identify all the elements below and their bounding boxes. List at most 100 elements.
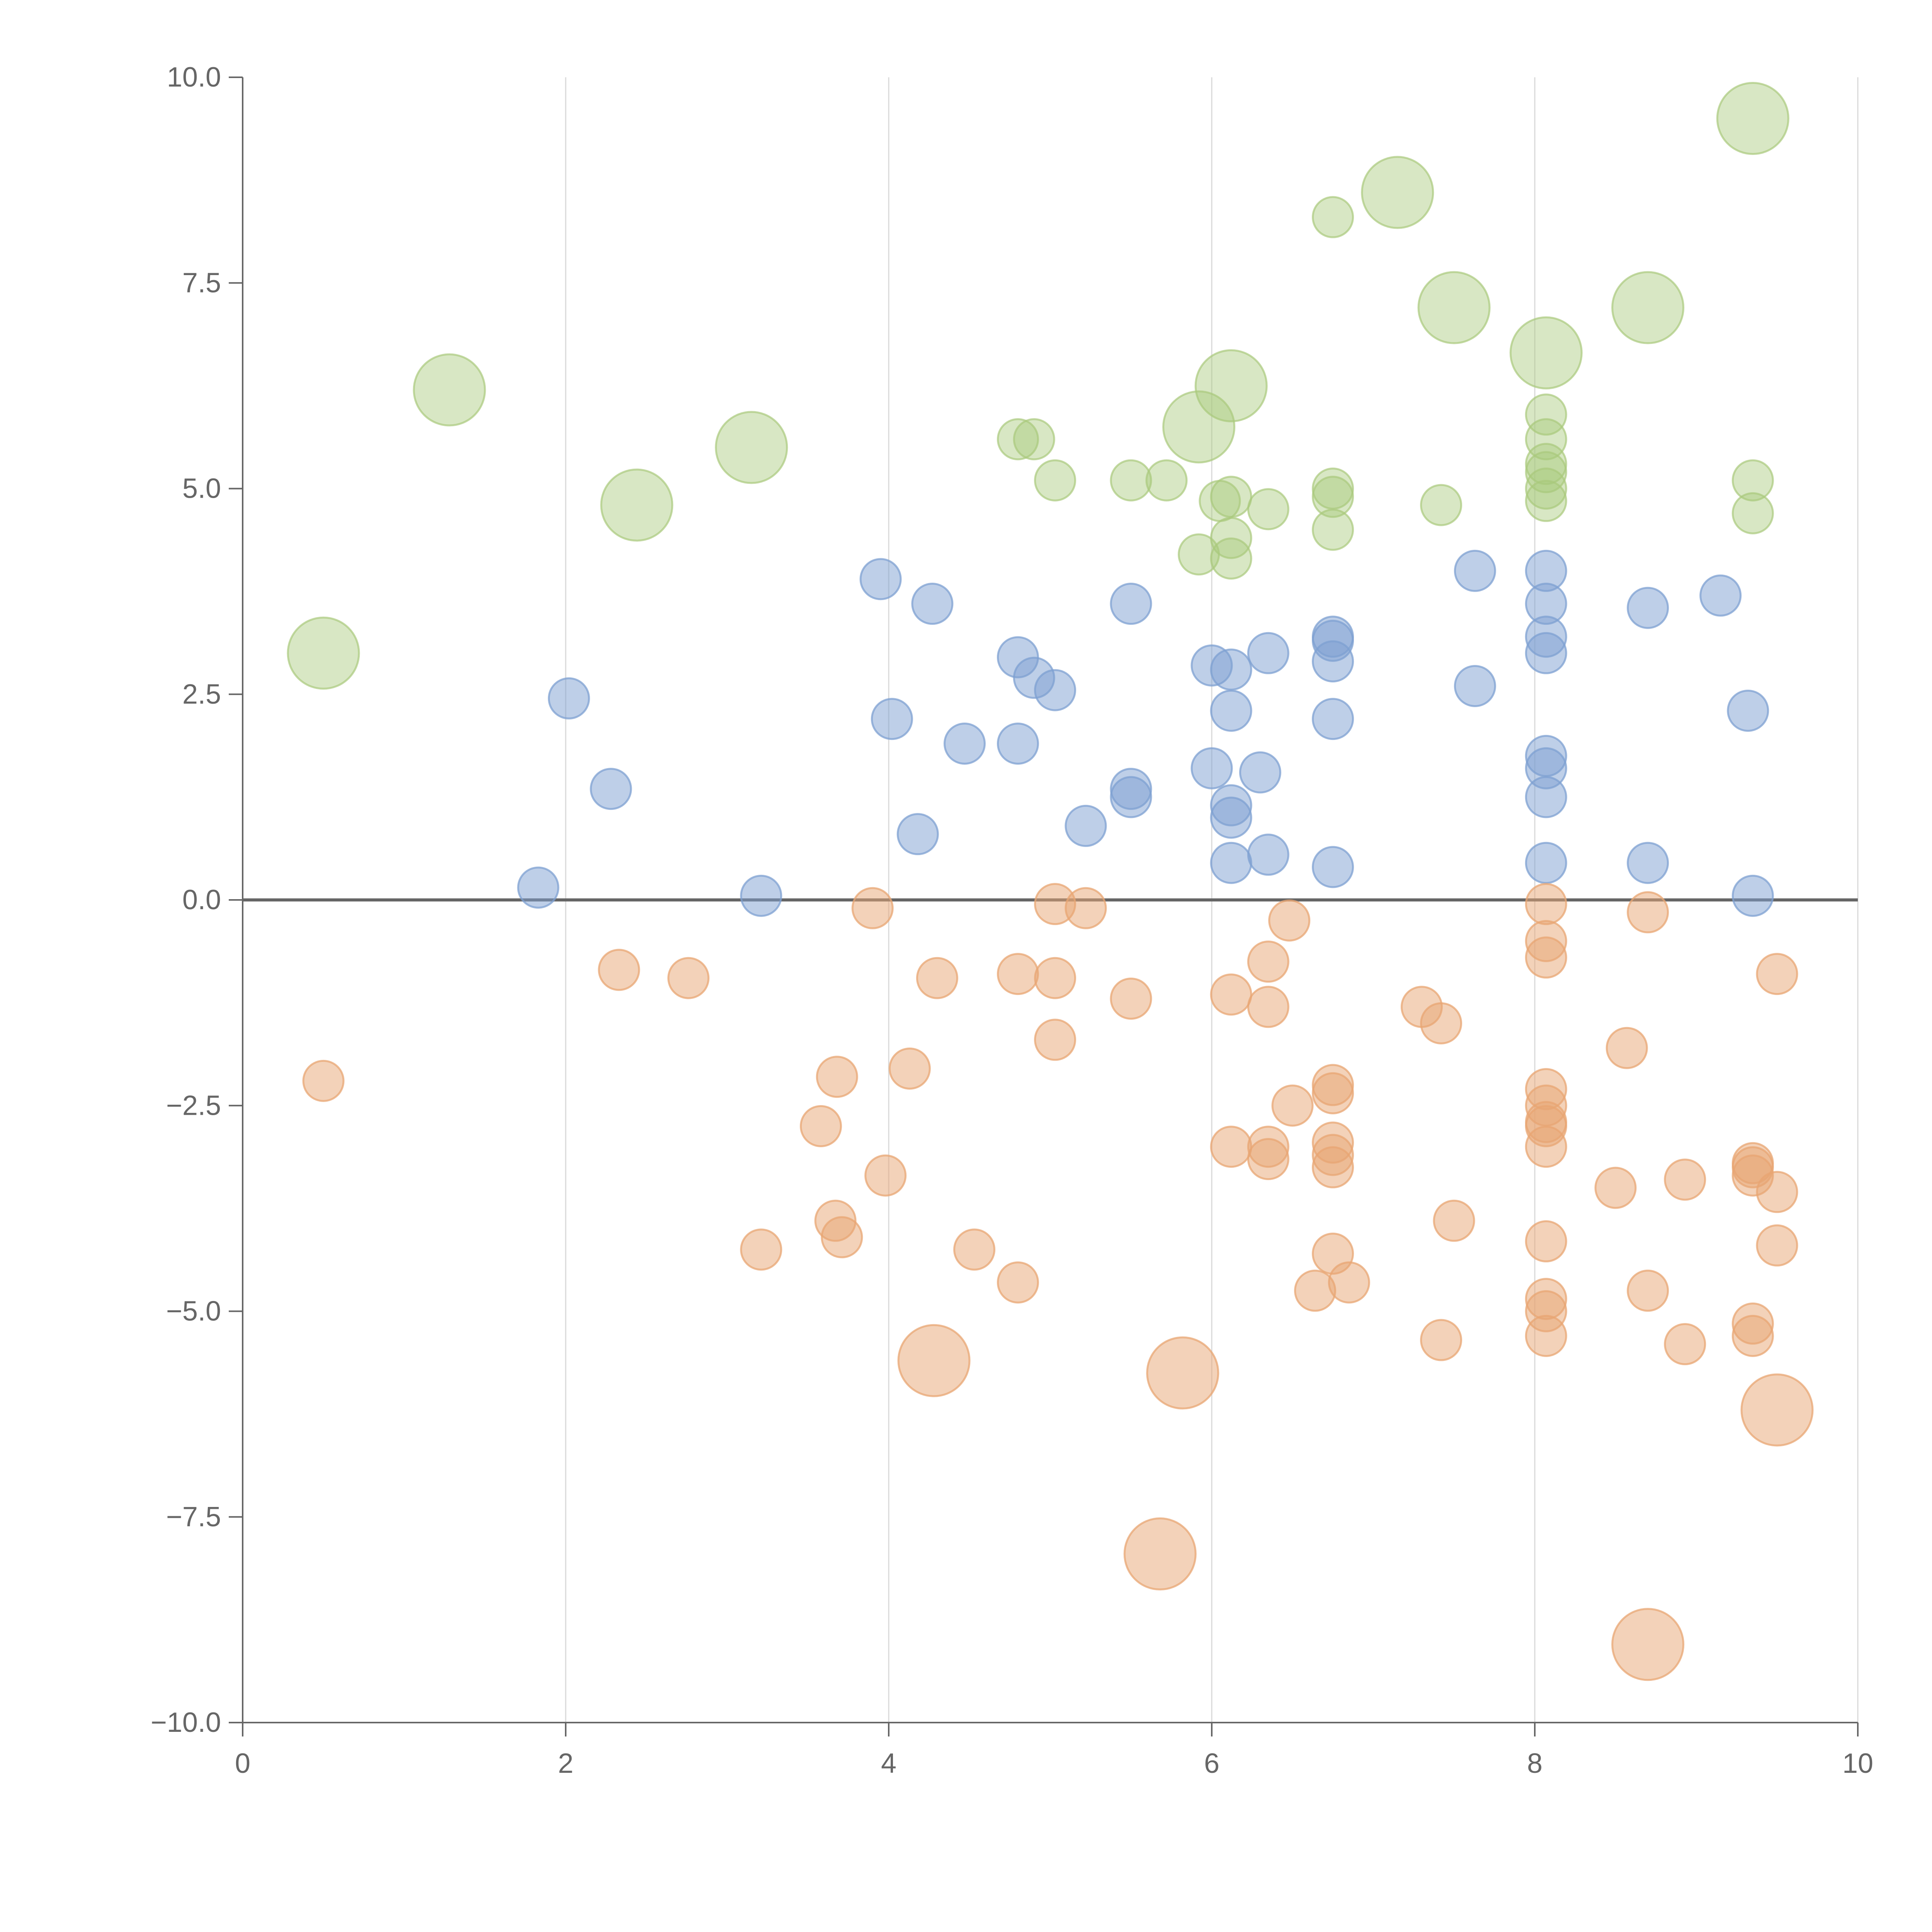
data-point [1145, 459, 1188, 502]
data-point [1525, 632, 1567, 674]
data-point [1247, 833, 1289, 876]
data-point [1294, 1269, 1337, 1312]
data-point [897, 1324, 971, 1397]
data-point [1190, 747, 1233, 789]
data-point [1361, 156, 1434, 229]
data-point [1312, 196, 1354, 238]
data-point [667, 957, 710, 999]
data-point [1756, 1224, 1798, 1267]
data-point [1146, 1336, 1219, 1410]
data-point [1034, 1019, 1077, 1061]
data-point [1065, 804, 1107, 847]
data-point [1740, 1373, 1814, 1447]
data-point [1627, 842, 1669, 884]
y-tick-label: 5.0 [182, 473, 221, 504]
x-tick-label: 6 [1204, 1748, 1219, 1779]
data-point [1178, 533, 1220, 576]
data-point [1525, 1126, 1567, 1168]
data-point [911, 583, 954, 625]
y-tick-label: −10.0 [151, 1707, 221, 1738]
data-point [1420, 1319, 1463, 1361]
data-point [1525, 393, 1567, 436]
data-point [1013, 418, 1055, 461]
data-point [1525, 883, 1567, 925]
y-tick-label: −7.5 [166, 1502, 221, 1532]
data-point [1312, 509, 1354, 551]
data-point [1247, 986, 1289, 1028]
data-point [1312, 698, 1354, 740]
data-point [916, 957, 958, 999]
data-point [816, 1056, 858, 1098]
data-point [1312, 476, 1354, 518]
data-point [1525, 936, 1567, 979]
data-point [1247, 488, 1289, 531]
x-tick-label: 0 [235, 1748, 250, 1779]
data-point [1312, 1146, 1354, 1189]
data-point [302, 1060, 345, 1102]
data-point [1525, 418, 1567, 461]
data-point [1594, 1167, 1637, 1209]
data-point [413, 353, 486, 427]
data-point [1247, 632, 1289, 674]
x-tick-label: 2 [558, 1748, 573, 1779]
data-point [1268, 899, 1311, 942]
y-tick-label: 10.0 [167, 62, 221, 93]
data-point [1210, 537, 1252, 580]
data-point [1727, 689, 1769, 732]
data-point [517, 866, 560, 909]
data-point [1525, 842, 1567, 884]
data-point [1731, 874, 1774, 917]
data-point [997, 418, 1039, 461]
data-point [1731, 492, 1774, 534]
data-point [1210, 973, 1252, 1016]
data-point [287, 616, 360, 690]
data-point [1454, 665, 1496, 707]
y-tick-label: 2.5 [182, 679, 221, 710]
data-point [1433, 1199, 1475, 1242]
data-point [1525, 1220, 1567, 1263]
data-point [1034, 669, 1077, 711]
data-point [851, 887, 894, 929]
data-point [1611, 271, 1685, 344]
data-point [1756, 953, 1798, 995]
data-point [1525, 776, 1567, 818]
data-point [1239, 751, 1281, 794]
data-point [1525, 1315, 1567, 1357]
data-point [1420, 1002, 1463, 1044]
data-point [1110, 583, 1152, 625]
data-point [896, 813, 939, 855]
data-point [799, 1105, 842, 1147]
data-point [1627, 587, 1669, 629]
data-point [943, 722, 986, 765]
x-tick-label: 10 [1842, 1748, 1873, 1779]
data-point [1110, 459, 1152, 502]
data-point [953, 1228, 996, 1271]
data-point [715, 411, 788, 484]
y-tick-label: 7.5 [182, 267, 221, 298]
data-point [740, 1228, 782, 1271]
data-point [1034, 957, 1077, 999]
axes: 10.0 7.5 5.0 2.5 0.0 −2.5 −5.0 −7.5 −10.0 0 2 4 6 8 10 [151, 62, 1873, 1779]
data-point [1199, 480, 1241, 522]
data-point [997, 953, 1039, 995]
data-point [1420, 484, 1463, 526]
data-point [871, 698, 913, 740]
data-point [1716, 82, 1789, 155]
data-point [1699, 574, 1742, 617]
x-tick-label: 8 [1527, 1748, 1543, 1779]
data-point [1210, 1126, 1252, 1168]
data-point [997, 1261, 1039, 1304]
data-point [1210, 689, 1252, 732]
x-tick-label: 4 [881, 1748, 896, 1779]
data-point [1664, 1323, 1706, 1366]
data-point [1210, 796, 1252, 839]
data-point [821, 1216, 863, 1259]
data-point [864, 1154, 907, 1197]
y-tick-label: −5.0 [166, 1296, 221, 1327]
data-point [1065, 887, 1107, 929]
data-point [1756, 1171, 1798, 1213]
data-point [1525, 480, 1567, 522]
data-point [1110, 776, 1152, 818]
data-point [1611, 1608, 1685, 1681]
